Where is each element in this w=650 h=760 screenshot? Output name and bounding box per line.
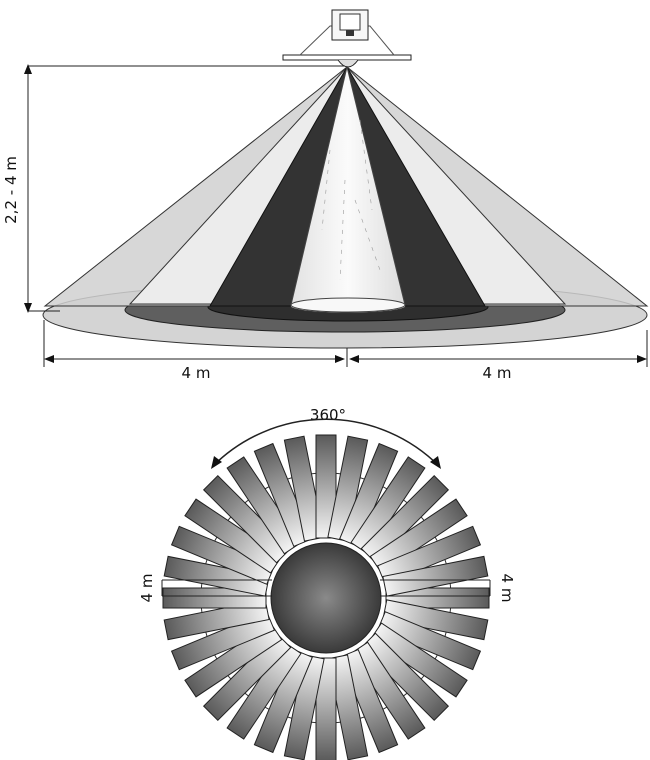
left-radius-label: 4 m bbox=[138, 574, 156, 603]
detection-spoke bbox=[202, 474, 292, 564]
width-dimension bbox=[43, 320, 648, 367]
detection-spoke bbox=[369, 622, 468, 698]
top-view: 360° 4 m 4 m bbox=[138, 406, 516, 760]
detection-spoke bbox=[226, 456, 302, 555]
right-radius-label: 4 m bbox=[498, 574, 516, 603]
detection-spoke bbox=[170, 611, 276, 671]
detection-spoke bbox=[170, 525, 276, 585]
detection-spoke bbox=[327, 654, 369, 760]
left-radius-marker bbox=[161, 579, 272, 597]
detection-spoke bbox=[315, 434, 337, 539]
angle-label: 360° bbox=[310, 406, 346, 424]
detection-spoke bbox=[360, 632, 450, 722]
detection-spoke bbox=[184, 498, 283, 574]
detection-spoke bbox=[327, 435, 369, 542]
detection-spoke bbox=[163, 599, 270, 641]
detection-spoke bbox=[339, 648, 399, 754]
detection-spoke bbox=[360, 474, 450, 564]
side-view: 2,2 - 4 m 4 m 4 m bbox=[2, 9, 649, 382]
detection-spoke bbox=[382, 599, 489, 641]
detection-spoke bbox=[202, 632, 292, 722]
height-label: 2,2 - 4 m bbox=[2, 156, 20, 224]
detection-spoke bbox=[376, 611, 482, 671]
detection-spoke bbox=[184, 622, 283, 698]
right-radius-marker bbox=[380, 579, 491, 597]
detection-spoke bbox=[382, 555, 489, 597]
angle-arc bbox=[212, 418, 440, 467]
detection-spoke bbox=[283, 654, 325, 760]
left-width-label: 4 m bbox=[182, 364, 211, 382]
detection-spoke bbox=[163, 555, 270, 597]
cone-texture bbox=[321, 119, 381, 281]
sensor-device bbox=[282, 9, 412, 68]
detection-spoke bbox=[339, 442, 399, 548]
detection-spoke bbox=[253, 648, 313, 754]
center-zone bbox=[270, 542, 382, 654]
detection-spoke bbox=[315, 657, 337, 760]
detection-spoke bbox=[253, 442, 313, 548]
right-width-label: 4 m bbox=[483, 364, 512, 382]
detection-spoke bbox=[162, 587, 267, 609]
detection-spoke bbox=[350, 641, 426, 740]
detection-spoke bbox=[385, 587, 490, 609]
height-dimension bbox=[24, 64, 345, 313]
detection-spoke bbox=[376, 525, 482, 585]
detection-spoke bbox=[226, 641, 302, 740]
detection-spokes bbox=[162, 434, 490, 760]
detection-spoke bbox=[283, 435, 325, 542]
detection-spoke bbox=[369, 498, 468, 574]
detection-spoke bbox=[350, 456, 426, 555]
